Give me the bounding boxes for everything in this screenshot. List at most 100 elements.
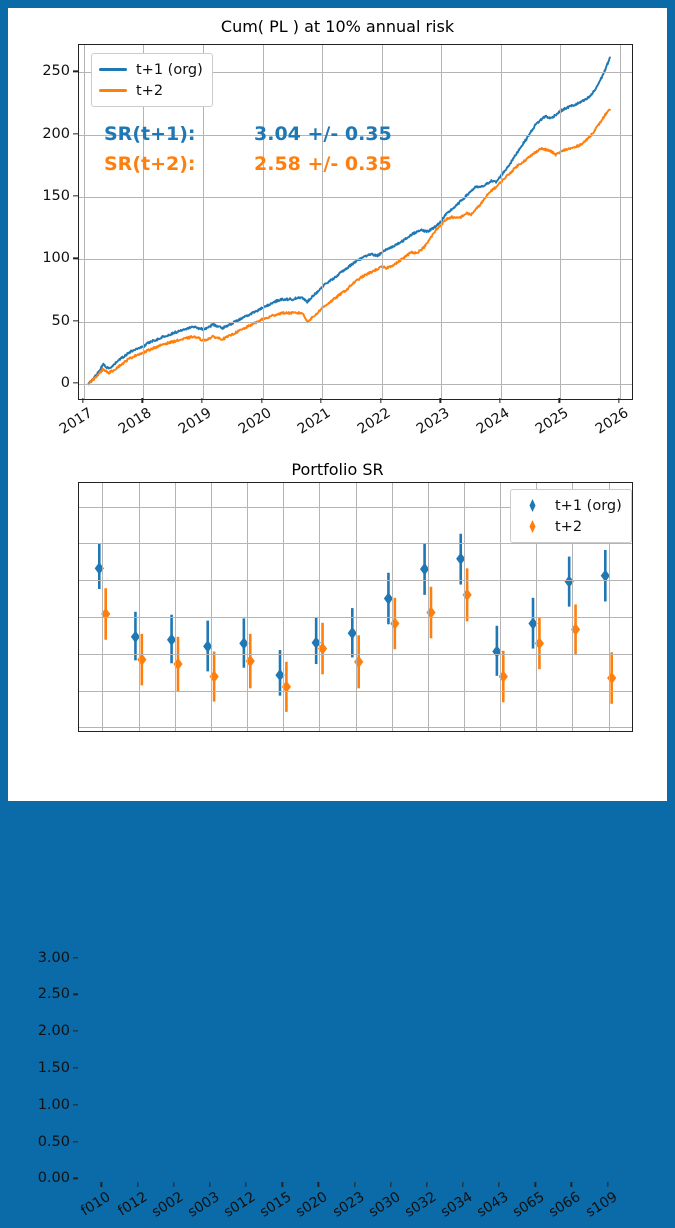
- grid-line-vertical: [427, 483, 429, 731]
- x-axis-tick-mark: [141, 398, 143, 403]
- data-point-marker: [383, 592, 394, 605]
- grid-line-vertical: [210, 483, 212, 731]
- portfolio-sr-title: Portfolio SR: [291, 460, 384, 479]
- grid-line-horizontal: [79, 653, 632, 655]
- grid-line-vertical: [620, 45, 622, 399]
- x-axis-tick-label: 2025: [533, 405, 572, 438]
- grid-line-vertical: [319, 483, 321, 731]
- y-axis-tick-label: 1.00: [37, 1096, 70, 1113]
- data-point-marker: [426, 606, 436, 619]
- y-axis-tick-mark: [73, 257, 78, 260]
- y-axis-tick-mark: [73, 1177, 78, 1179]
- x-axis-tick-mark: [570, 1182, 573, 1187]
- y-axis-tick-mark: [73, 70, 78, 73]
- sr-t1-value: 3.04 +/- 0.35: [254, 123, 392, 145]
- portfolio-sr-legend[interactable]: t+1 (org) t+2: [510, 489, 632, 543]
- legend-item[interactable]: t+2: [99, 80, 203, 101]
- diamond-swatch-icon: [518, 498, 546, 513]
- y-axis-tick-label: 100: [42, 250, 70, 267]
- grid-line-vertical: [143, 45, 145, 399]
- x-axis-tick-mark: [606, 1182, 609, 1187]
- x-axis-tick-mark: [320, 398, 322, 403]
- x-axis-tick-mark: [618, 398, 620, 403]
- grid-line-horizontal: [79, 197, 632, 199]
- x-axis-tick-mark: [100, 1182, 103, 1187]
- x-axis-tick-mark: [245, 1182, 247, 1187]
- x-axis-tick-mark: [558, 398, 561, 403]
- y-axis-tick-label: 3.00: [37, 949, 70, 966]
- grid-line-vertical: [463, 483, 465, 731]
- sr-t1-label: SR(t+1):: [104, 123, 196, 145]
- grid-line-horizontal: [79, 72, 632, 74]
- y-axis-tick-mark: [73, 1104, 78, 1106]
- x-axis-tick-label: 2018: [116, 405, 155, 438]
- grid-line-vertical: [500, 45, 502, 399]
- cum-pl-legend[interactable]: t+1 (org) t+2: [91, 53, 213, 107]
- y-axis-tick-label: 200: [42, 125, 70, 142]
- x-axis-tick-label: 2022: [354, 405, 394, 438]
- data-point-marker: [462, 588, 472, 602]
- grid-line-horizontal: [79, 727, 632, 729]
- y-axis-tick-mark: [73, 956, 78, 959]
- grid-line-vertical: [381, 45, 383, 399]
- grid-line-horizontal: [79, 690, 632, 692]
- portfolio-sr-markers: [94, 533, 617, 712]
- data-point-marker: [498, 670, 508, 683]
- y-axis-tick-label: 150: [42, 188, 70, 205]
- x-axis-tick-mark: [462, 1182, 464, 1187]
- grid-line-vertical: [83, 45, 85, 399]
- portfolio-sr-panel: Portfolio SR 0.00 0.50 1.00 1.50 2.00 2.50 3.0…: [8, 460, 667, 1221]
- legend-item[interactable]: t+2: [518, 516, 622, 537]
- x-axis-tick-mark: [317, 1182, 319, 1187]
- y-axis-tick-label: 0.00: [37, 1170, 70, 1187]
- legend-label: t+2: [136, 82, 164, 99]
- grid-line-horizontal: [79, 543, 632, 545]
- x-axis-tick-mark: [534, 1182, 536, 1187]
- legend-item[interactable]: t+1 (org): [518, 495, 622, 516]
- x-axis-tick-mark: [281, 1182, 283, 1187]
- line-swatch-icon: [99, 68, 127, 71]
- x-axis-tick-mark: [426, 1182, 428, 1187]
- y-axis-tick-mark: [73, 320, 78, 322]
- y-axis-tick-mark: [73, 1140, 78, 1143]
- y-axis-tick-mark: [73, 382, 78, 384]
- y-axis-tick-mark: [73, 993, 78, 995]
- grid-line-vertical: [262, 45, 264, 399]
- x-axis-tick-mark: [209, 1182, 211, 1187]
- grid-line-horizontal: [79, 616, 632, 618]
- x-axis-tick-label: 2023: [414, 405, 453, 438]
- legend-label: t+1 (org): [136, 61, 203, 78]
- x-axis-tick-label: 2024: [473, 405, 513, 438]
- sr-t2-value: 2.58 +/- 0.35: [254, 153, 392, 175]
- legend-item[interactable]: t+1 (org): [99, 59, 203, 80]
- grid-line-vertical: [174, 483, 176, 731]
- y-axis-tick-label: 2.50: [37, 986, 70, 1003]
- x-axis-tick-label: 2020: [235, 405, 275, 438]
- x-axis-tick-mark: [389, 1182, 392, 1187]
- x-axis-tick-mark: [380, 398, 382, 403]
- grid-line-horizontal: [79, 321, 632, 323]
- cum-pl-lines: [87, 56, 611, 386]
- y-axis-tick-mark: [73, 1067, 78, 1069]
- grid-line-vertical: [138, 483, 140, 731]
- x-axis-tick-mark: [82, 398, 84, 403]
- x-axis-tick-mark: [439, 398, 441, 403]
- x-axis-tick-mark: [353, 1182, 356, 1187]
- x-axis-tick-label: 2021: [294, 405, 334, 438]
- grid-line-vertical: [560, 45, 562, 399]
- grid-line-vertical: [536, 483, 538, 731]
- grid-line-vertical: [247, 483, 249, 731]
- grid-line-vertical: [441, 45, 443, 399]
- x-axis-tick-mark: [136, 1182, 139, 1187]
- y-axis-tick-label: 0.50: [37, 1133, 70, 1150]
- data-point-marker: [528, 617, 538, 630]
- data-point-marker: [564, 575, 574, 588]
- grid-line-vertical: [572, 483, 574, 731]
- grid-line-vertical: [102, 483, 104, 731]
- grid-line-horizontal: [79, 259, 632, 261]
- cum-pl-title: Cum( PL ) at 10% annual risk: [220, 17, 455, 36]
- cum-pl-panel: Cum( PL ) at 10% annual risk 0 50 100 150 20…: [8, 8, 667, 460]
- grid-line-horizontal: [79, 506, 632, 508]
- x-axis-tick-mark: [499, 398, 501, 403]
- grid-line-vertical: [391, 483, 393, 731]
